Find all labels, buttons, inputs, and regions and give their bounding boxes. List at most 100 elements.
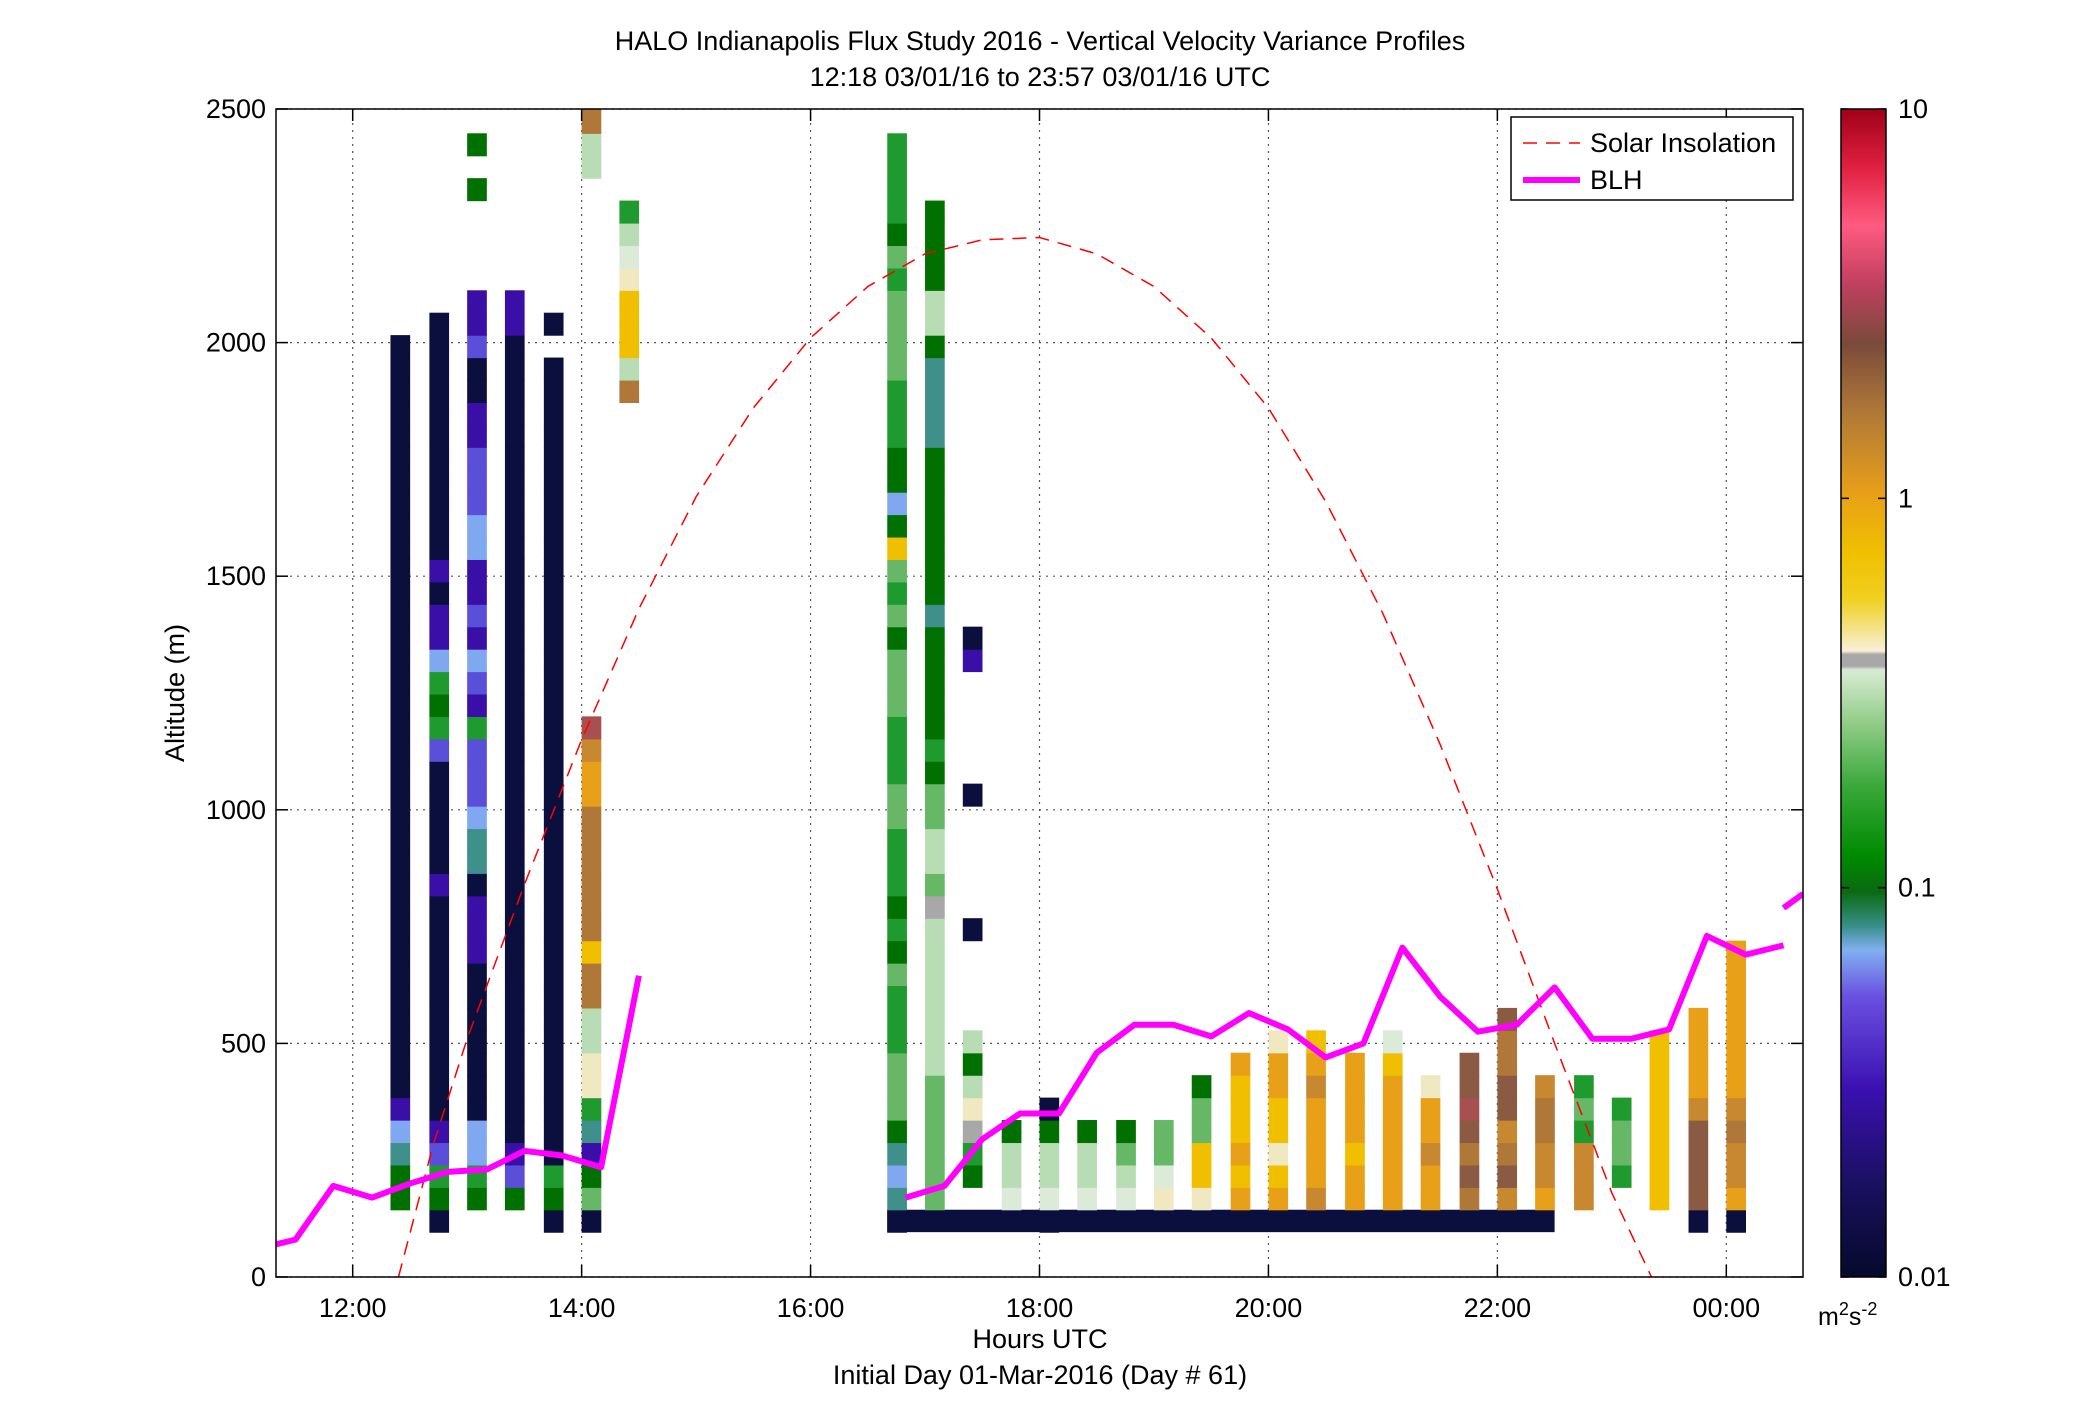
heatmap-cell	[925, 222, 945, 247]
heatmap-cell	[619, 335, 640, 359]
heatmap-cell	[504, 761, 525, 785]
heatmap-cell	[504, 918, 525, 942]
x-tick-label: 14:00	[548, 1293, 616, 1323]
heatmap-cell	[429, 379, 450, 404]
heatmap-cell	[962, 1030, 983, 1054]
colorbar: 0.01 0.1 1 10 m2s-2	[1818, 94, 1951, 1331]
heatmap-cell	[925, 424, 945, 448]
heatmap-cell	[504, 985, 525, 1009]
heatmap-cell	[429, 649, 450, 673]
heatmap-cell	[543, 581, 564, 605]
heatmap-cell	[1611, 1120, 1632, 1144]
axis-ticks: 12:00 14:00 16:00 18:00 20:00 22:00 00:00 0 500 1…	[206, 94, 1803, 1323]
heatmap-cell	[1459, 1052, 1480, 1076]
heatmap-cell	[1345, 1075, 1365, 1099]
heatmap-cell	[390, 447, 411, 471]
heatmap-cell	[1535, 1164, 1555, 1188]
heatmap-cell	[467, 895, 487, 919]
heatmap-cell	[925, 738, 945, 762]
heatmap-cell	[1153, 1120, 1174, 1144]
heatmap-cell	[504, 514, 525, 538]
heatmap-cell	[390, 1142, 411, 1166]
heatmap-cell	[1574, 1097, 1594, 1121]
heatmap-cell	[887, 447, 907, 471]
series-lines	[276, 236, 1803, 1277]
heatmap-cell	[504, 469, 525, 493]
heatmap-cell	[467, 1187, 487, 1211]
heatmap-cell	[1268, 1120, 1289, 1144]
heatmap-cell	[1535, 1075, 1555, 1099]
heatmap-cell	[887, 828, 907, 852]
heatmap-cell	[1497, 1097, 1518, 1121]
heatmap-cell	[1420, 1142, 1441, 1166]
heatmap-cell	[1345, 1142, 1365, 1166]
heatmap-cell	[543, 447, 564, 471]
heatmap-cell	[504, 379, 525, 404]
heatmap-cell	[390, 738, 411, 762]
heatmap-cell	[543, 402, 564, 426]
heatmap-cell	[1382, 1142, 1403, 1166]
heatmap-cell	[887, 649, 907, 673]
heatmap-cell	[504, 290, 525, 314]
heatmap-cell	[925, 514, 945, 538]
heatmap-cell	[1230, 1052, 1251, 1076]
heatmap-cell	[390, 1097, 411, 1121]
heatmap-cell	[504, 1052, 525, 1076]
heatmap-cell	[429, 783, 450, 807]
heatmap-cell	[887, 671, 907, 695]
heatmap-cell	[925, 918, 945, 942]
heatmap-cell	[429, 895, 450, 919]
heatmap-cell	[390, 873, 411, 897]
heatmap-cell	[925, 379, 945, 404]
heatmap-cell	[504, 357, 525, 381]
heatmap-cell	[925, 1075, 945, 1099]
heatmap-cell	[429, 693, 450, 717]
heatmap-cell	[1039, 1120, 1060, 1144]
heatmap-cell	[467, 1052, 487, 1076]
colorbar-tick-label: 10	[1898, 94, 1928, 124]
heatmap-cell	[581, 1007, 602, 1031]
heatmap-cell	[1497, 1142, 1518, 1166]
heatmap-cell	[887, 133, 907, 157]
heatmap-cell	[429, 1209, 450, 1233]
heatmap-cell	[390, 963, 411, 987]
heatmap-cell	[962, 783, 983, 807]
y-tick-label: 2500	[206, 94, 266, 124]
heatmap-cell	[543, 850, 564, 874]
heatmap-cell	[390, 357, 411, 381]
heatmap-cell	[1459, 1187, 1480, 1211]
heatmap-cell	[504, 716, 525, 740]
colorbar-tick-label: 1	[1898, 483, 1913, 513]
heatmap-cell	[504, 850, 525, 874]
heatmap-cell	[619, 200, 640, 224]
heatmap-cell	[1191, 1187, 1212, 1211]
heatmap-cell	[887, 1052, 907, 1076]
heatmap-cell	[504, 536, 525, 560]
heatmap-cell	[429, 850, 450, 874]
heatmap-cell	[1611, 1142, 1632, 1166]
heatmap-cell	[925, 985, 945, 1009]
heatmap-cell	[887, 1097, 907, 1121]
heatmap-cell	[1574, 1075, 1594, 1099]
heatmap-cell	[1306, 1120, 1326, 1144]
heatmap-cell	[925, 716, 945, 740]
heatmap-cell	[504, 559, 525, 583]
heatmap-cell	[390, 1007, 411, 1031]
heatmap-cell	[887, 1007, 907, 1031]
heatmap-cell	[504, 828, 525, 852]
heatmap-cell	[543, 940, 564, 964]
heatmap-cell	[1688, 1097, 1709, 1121]
heatmap-cell	[429, 1142, 450, 1166]
heatmap-cell	[925, 1052, 945, 1076]
heatmap-cell	[467, 357, 487, 381]
heatmap-cell	[925, 626, 945, 650]
heatmap-cell	[887, 1164, 907, 1188]
heatmap-cell	[887, 222, 907, 247]
heatmap-cell	[887, 940, 907, 964]
heatmap-cell	[619, 222, 640, 247]
heatmap-cell	[390, 918, 411, 942]
colorbar-tick-label: 0.1	[1898, 873, 1936, 903]
heatmap-cell	[1688, 1007, 1709, 1031]
heatmap-cell	[887, 918, 907, 942]
heatmap-cell	[1420, 1097, 1441, 1121]
